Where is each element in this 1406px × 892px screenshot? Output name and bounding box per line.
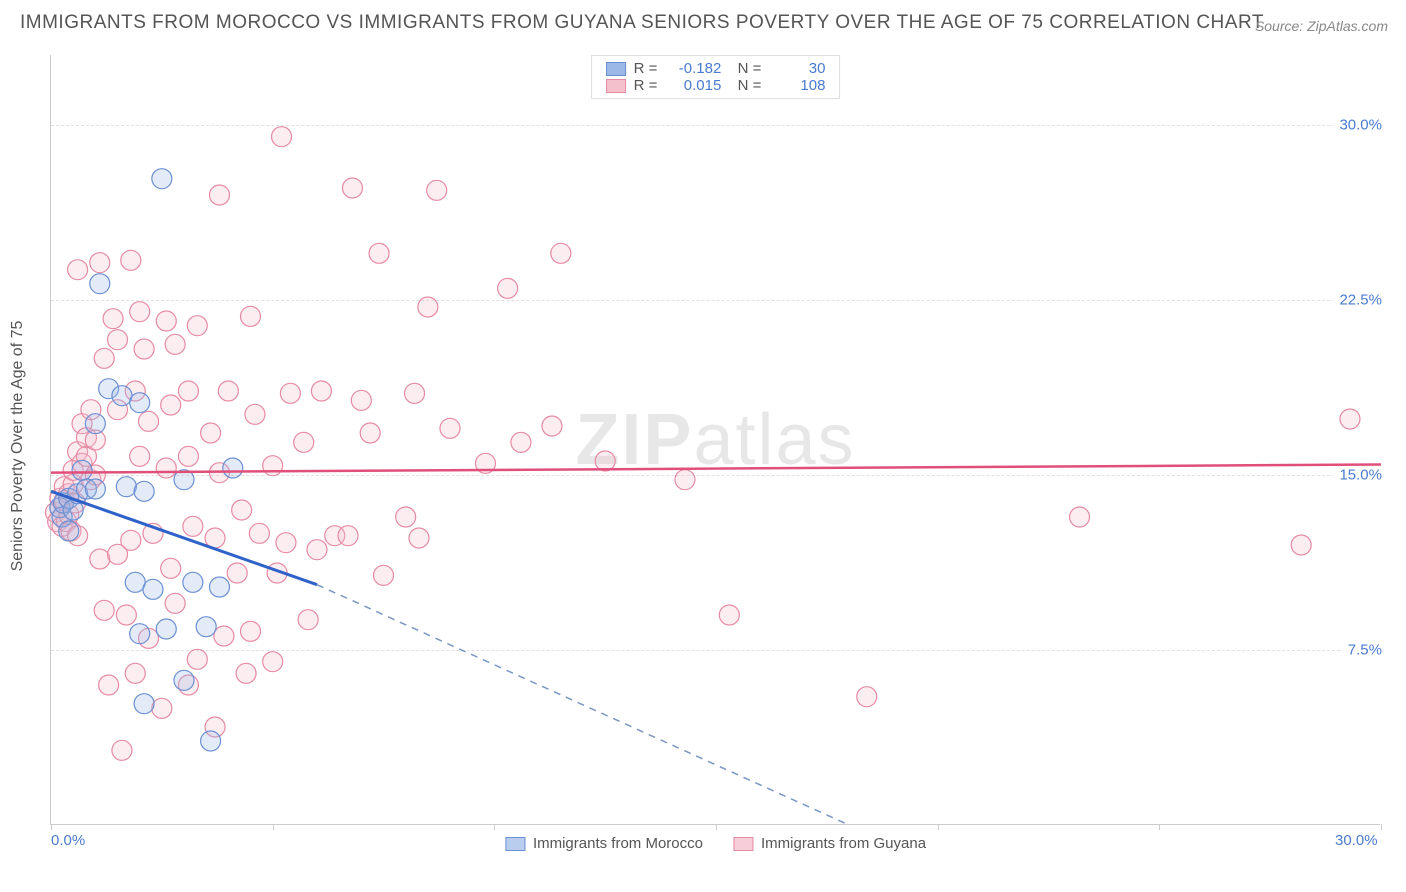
legend-label-guyana: Immigrants from Guyana <box>761 835 926 852</box>
x-tick-label: 30.0% <box>1335 832 1378 849</box>
legend-n-guyana: 108 <box>769 77 825 94</box>
swatch-guyana <box>606 79 626 93</box>
swatch-morocco-icon <box>505 837 525 851</box>
legend-r-label: R = <box>634 60 658 77</box>
swatch-morocco <box>606 62 626 76</box>
plot-area: ZIPatlas 7.5%15.0%22.5%30.0% R = -0.182 … <box>50 55 1380 825</box>
source-attribution: Source: ZipAtlas.com <box>1255 18 1388 34</box>
series-legend: Immigrants from Morocco Immigrants from … <box>505 835 926 852</box>
correlation-legend: R = -0.182 N = 30 R = 0.015 N = 108 <box>591 55 841 99</box>
legend-item-guyana: Immigrants from Guyana <box>733 835 926 852</box>
legend-r-label: R = <box>634 77 658 94</box>
legend-r-morocco: -0.182 <box>665 60 721 77</box>
x-tick-label: 0.0% <box>51 832 85 849</box>
scatter-chart <box>51 55 1380 824</box>
legend-row-guyana: R = 0.015 N = 108 <box>606 77 826 94</box>
legend-item-morocco: Immigrants from Morocco <box>505 835 703 852</box>
chart-title: IMMIGRANTS FROM MOROCCO VS IMMIGRANTS FR… <box>20 12 1264 34</box>
legend-n-label: N = <box>729 60 761 77</box>
legend-n-label: N = <box>729 77 761 94</box>
y-axis-label: Seniors Poverty Over the Age of 75 <box>9 321 27 572</box>
swatch-guyana-icon <box>733 837 753 851</box>
legend-label-morocco: Immigrants from Morocco <box>533 835 703 852</box>
legend-n-morocco: 30 <box>769 60 825 77</box>
legend-r-guyana: 0.015 <box>665 77 721 94</box>
legend-row-morocco: R = -0.182 N = 30 <box>606 60 826 77</box>
